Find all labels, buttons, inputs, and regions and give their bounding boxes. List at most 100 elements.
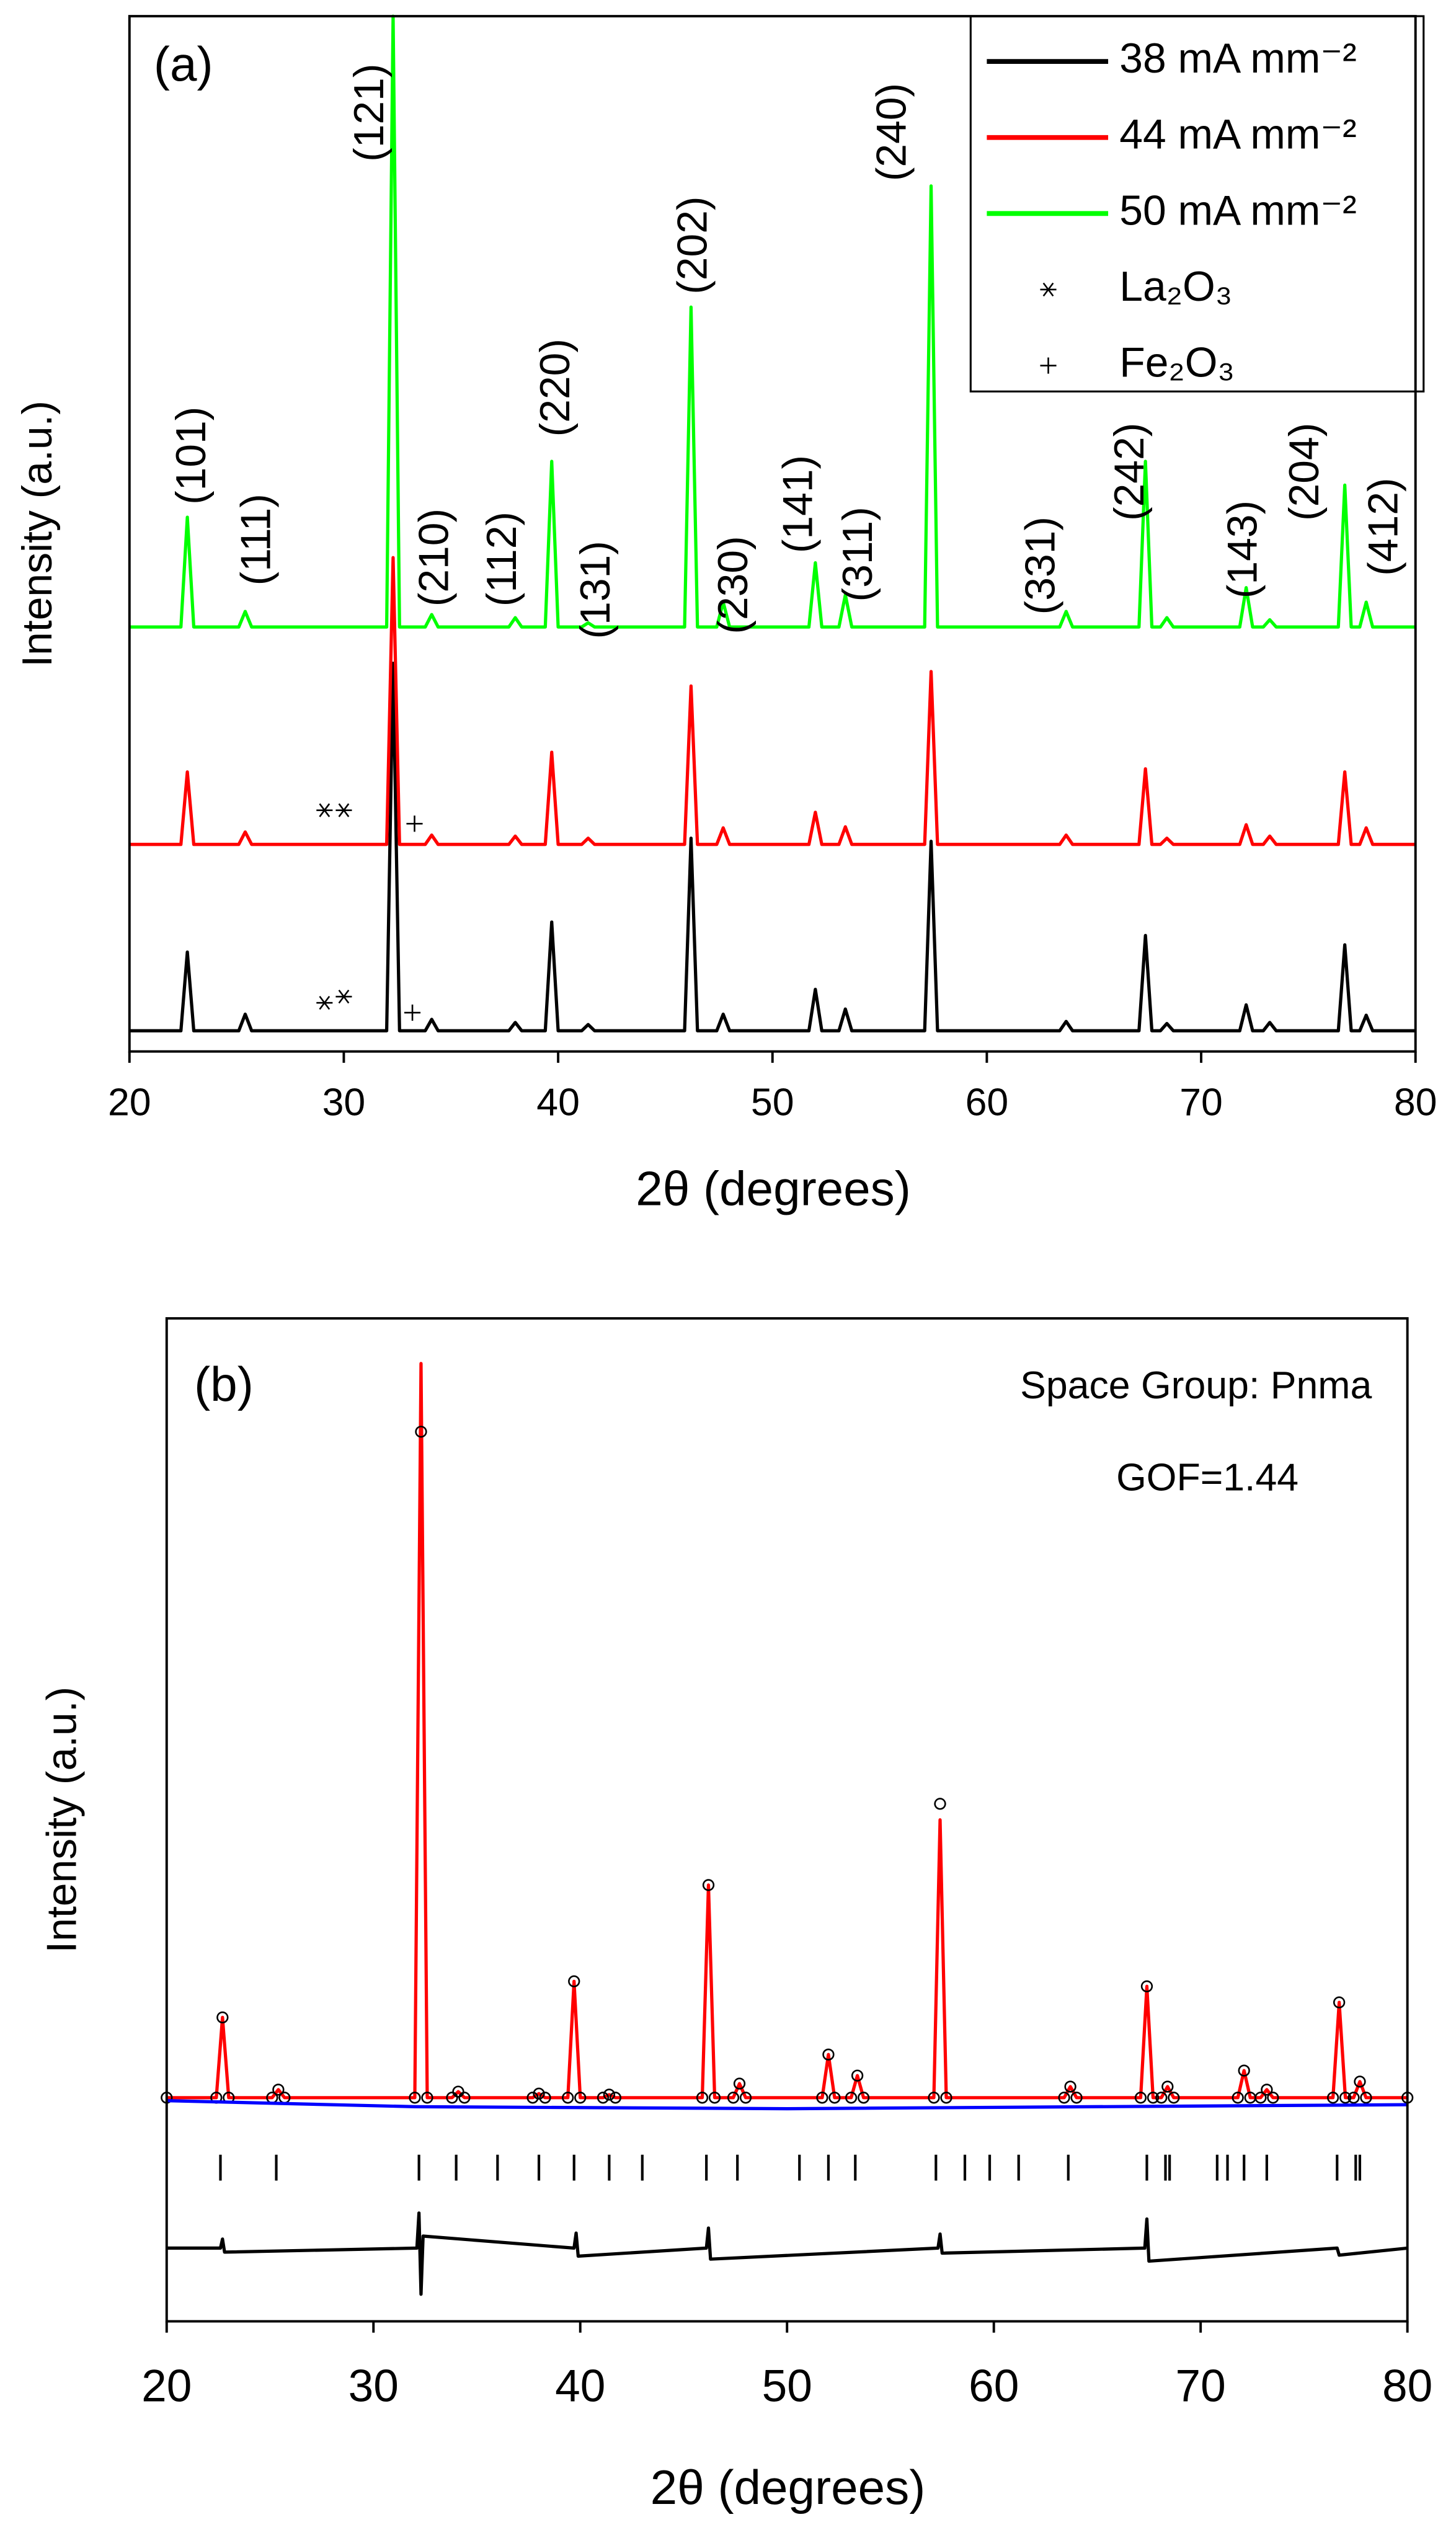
observed-point bbox=[708, 2092, 721, 2104]
observed-point bbox=[539, 2092, 551, 2104]
observed-point bbox=[822, 2048, 835, 2061]
plot-frame bbox=[128, 15, 1417, 1053]
phase-marker bbox=[335, 989, 352, 1004]
annotation: Space Group: Pnma bbox=[1020, 1364, 1372, 1407]
peak-label: (331) bbox=[1018, 517, 1064, 615]
observed-point bbox=[696, 2092, 709, 2104]
observed-point bbox=[1238, 2064, 1250, 2077]
peak-label: (202) bbox=[670, 196, 716, 294]
peak-label: (242) bbox=[1106, 423, 1153, 521]
x-tick-label: 50 bbox=[762, 2361, 812, 2411]
observed-point bbox=[733, 2077, 746, 2090]
y-axis-label: Intensity (a.u.) bbox=[38, 1687, 85, 1953]
peak-label: (412) bbox=[1361, 477, 1407, 575]
legend-label: 50 mA mm⁻² bbox=[1119, 187, 1356, 234]
observed-point bbox=[1140, 1980, 1153, 1992]
observed-point bbox=[727, 2092, 740, 2104]
observed-point bbox=[851, 2069, 864, 2082]
legend-label: 38 mA mm⁻² bbox=[1119, 35, 1356, 82]
panel-label: (a) bbox=[154, 37, 213, 91]
observed-point bbox=[739, 2092, 752, 2104]
series-line bbox=[166, 1362, 1408, 2100]
observed-point bbox=[1354, 2075, 1366, 2088]
peak-label: (121) bbox=[346, 64, 393, 162]
x-tick-label: 30 bbox=[322, 1080, 366, 1124]
phase-marker bbox=[316, 803, 333, 817]
plot-frame bbox=[165, 1317, 1409, 2323]
observed-point bbox=[1064, 2080, 1076, 2093]
observed-point bbox=[1232, 2092, 1244, 2104]
observed-point bbox=[1168, 2092, 1180, 2104]
series-line bbox=[129, 661, 1416, 1032]
observed-point bbox=[574, 2092, 587, 2104]
panel-label: (b) bbox=[194, 1357, 254, 1411]
peak-label: (141) bbox=[775, 455, 821, 553]
x-axis-label: 2θ (degrees) bbox=[650, 2460, 926, 2514]
peak-label: (210) bbox=[411, 508, 457, 606]
observed-point bbox=[409, 2092, 421, 2104]
observed-point bbox=[702, 1879, 715, 1891]
observed-point bbox=[216, 2011, 229, 2024]
observed-point bbox=[1339, 2092, 1352, 2104]
peak-label: (111) bbox=[233, 494, 279, 585]
legend-symbol bbox=[1040, 357, 1057, 374]
legend-label: Fe₂O₃ bbox=[1119, 339, 1235, 386]
phase-marker bbox=[335, 803, 352, 817]
series-line bbox=[129, 14, 1416, 629]
observed-point bbox=[568, 1975, 580, 1987]
series-line bbox=[166, 2211, 1408, 2296]
observed-point bbox=[1360, 2092, 1372, 2104]
observed-point bbox=[1134, 2092, 1147, 2104]
x-tick-label: 40 bbox=[536, 1080, 580, 1124]
observed-point bbox=[1161, 2080, 1174, 2093]
observed-point bbox=[526, 2092, 539, 2104]
observed-point bbox=[1326, 2092, 1339, 2104]
peak-label: (131) bbox=[572, 541, 619, 639]
x-tick-label: 80 bbox=[1394, 1080, 1437, 1124]
x-tick-label: 30 bbox=[348, 2361, 399, 2411]
peak-label: (230) bbox=[710, 536, 757, 634]
peak-label: (143) bbox=[1220, 500, 1266, 598]
observed-point bbox=[1155, 2092, 1168, 2104]
peak-label: (311) bbox=[835, 507, 881, 601]
observed-point bbox=[603, 2088, 616, 2101]
legend-label: La₂O₃ bbox=[1119, 264, 1232, 310]
peak-label: (204) bbox=[1281, 423, 1328, 521]
phase-marker bbox=[404, 1005, 421, 1021]
observed-point bbox=[1147, 2092, 1160, 2104]
peak-label: (240) bbox=[869, 83, 915, 181]
peak-label: (112) bbox=[479, 512, 525, 606]
observed-point bbox=[857, 2092, 870, 2104]
legend-box bbox=[969, 15, 1425, 393]
observed-point bbox=[415, 1426, 427, 1438]
observed-point bbox=[1347, 2092, 1360, 2104]
x-tick-label: 20 bbox=[108, 1080, 151, 1124]
y-axis-label: Intensity (a.u.) bbox=[14, 401, 61, 667]
x-tick-label: 60 bbox=[969, 2361, 1019, 2411]
observed-point bbox=[609, 2092, 622, 2104]
observed-point bbox=[562, 2092, 574, 2104]
x-tick-label: 70 bbox=[1179, 1080, 1223, 1124]
observed-point bbox=[828, 2092, 841, 2104]
peak-label: (220) bbox=[532, 339, 579, 437]
observed-point bbox=[845, 2092, 858, 2104]
observed-point bbox=[446, 2092, 458, 2104]
series-line bbox=[166, 2099, 1408, 2111]
annotation: GOF=1.44 bbox=[1116, 1455, 1298, 1499]
observed-point bbox=[1070, 2092, 1083, 2104]
series-line bbox=[129, 556, 1416, 846]
phase-marker bbox=[316, 995, 333, 1010]
legend-symbol bbox=[1040, 282, 1057, 297]
observed-point bbox=[458, 2092, 471, 2104]
observed-point bbox=[1267, 2092, 1279, 2104]
observed-point bbox=[928, 2092, 940, 2104]
x-tick-label: 60 bbox=[965, 1080, 1009, 1124]
x-tick-label: 50 bbox=[751, 1080, 794, 1124]
observed-point bbox=[1261, 2084, 1273, 2096]
x-axis-label: 2θ (degrees) bbox=[636, 1161, 911, 1215]
x-tick-label: 40 bbox=[555, 2361, 605, 2411]
phase-marker bbox=[406, 815, 423, 832]
x-tick-label: 80 bbox=[1382, 2361, 1432, 2411]
